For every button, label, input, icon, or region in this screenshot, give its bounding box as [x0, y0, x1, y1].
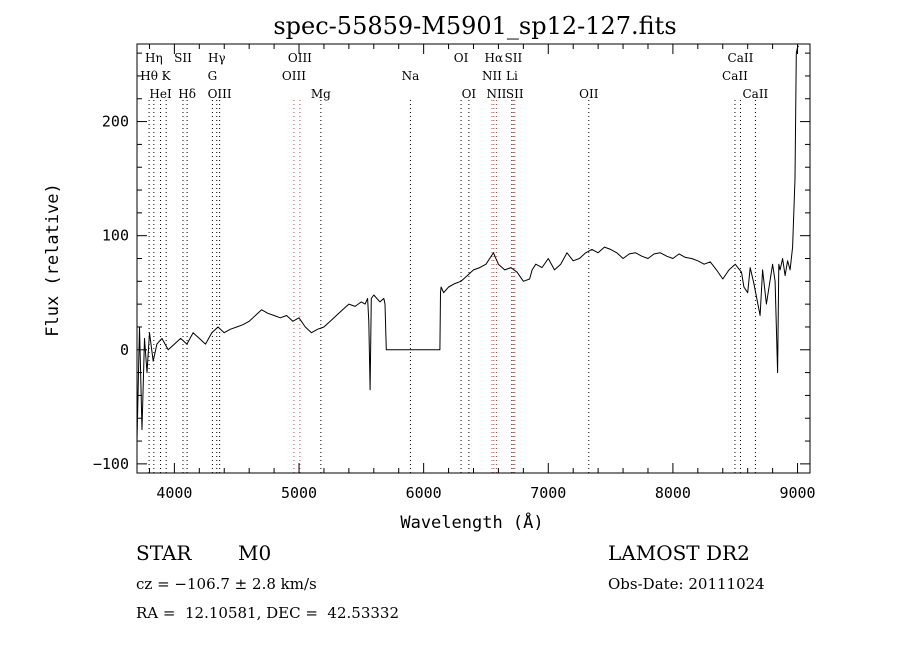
survey-label: LAMOST DR2	[608, 541, 750, 565]
plot-frame	[136, 43, 811, 474]
line-marker-label-20: SII	[506, 87, 524, 101]
line-marker-label-15: Hα	[485, 51, 504, 65]
line-marker-label-10: OIII	[282, 69, 306, 83]
line-marker-label-11: Mg	[311, 87, 331, 101]
x-axis-label: Wavelength (Å)	[400, 511, 543, 533]
y-tick-label-3: 200	[102, 113, 129, 131]
line-marker-label-0: Hη	[145, 51, 163, 65]
x-tick-label-5: 9000	[779, 484, 815, 502]
y-tick-label-1: 0	[120, 341, 129, 359]
y-tick-label-0: −100	[93, 455, 129, 473]
spectrum-line-0	[136, 45, 799, 442]
line-marker-label-24: CaII	[742, 87, 768, 101]
spectrum-series	[136, 45, 799, 442]
x-tick-label-2: 6000	[406, 484, 442, 502]
line-marker-label-16: SII	[505, 51, 523, 65]
x-tick-label-0: 4000	[156, 484, 192, 502]
class-label: STAR	[136, 541, 192, 565]
x-tick-label-3: 7000	[530, 484, 566, 502]
x-tick-label-1: 5000	[281, 484, 317, 502]
x-tick-label-4: 8000	[655, 484, 691, 502]
line-marker-label-21: OII	[579, 87, 599, 101]
line-marker-label-7: G	[208, 69, 218, 83]
coords-text: RA = 12.10581, DEC = 42.53332	[136, 604, 400, 622]
line-marker-label-18: Li	[506, 69, 518, 83]
y-tick-label-2: 100	[102, 227, 129, 245]
line-marker-label-12: Na	[402, 69, 420, 83]
line-marker-label-9: OIII	[288, 51, 312, 65]
line-marker-label-22: CaII	[728, 51, 754, 65]
line-marker-label-1: Hθ	[140, 69, 158, 83]
line-marker-label-8: OIII	[208, 87, 232, 101]
line-marker-label-17: NII	[482, 69, 502, 83]
line-marker-label-19: NII	[486, 87, 506, 101]
line-marker-label-3: HeI	[149, 87, 172, 101]
line-marker-label-23: CaII	[722, 69, 748, 83]
line-marker-label-14: OI	[462, 87, 477, 101]
redshift-text: cz = −106.7 ± 2.8 km/s	[136, 575, 317, 593]
obs-date-text: Obs-Date: 20111024	[608, 575, 765, 593]
line-marker-label-6: Hγ	[208, 51, 226, 65]
line-marker-label-4: SII	[174, 51, 192, 65]
line-marker-label-5: Hδ	[178, 87, 196, 101]
chart-title: spec-55859-M5901_sp12-127.fits	[273, 12, 676, 40]
line-marker-label-2: K	[162, 69, 172, 83]
y-axis-label: Flux (relative)	[43, 183, 63, 337]
axis-ticks: 4000 5000 6000 7000 8000 9000 −100 0 100 200	[93, 44, 816, 502]
line-marker-label-13: OI	[454, 51, 469, 65]
subclass-label: M0	[238, 541, 272, 565]
